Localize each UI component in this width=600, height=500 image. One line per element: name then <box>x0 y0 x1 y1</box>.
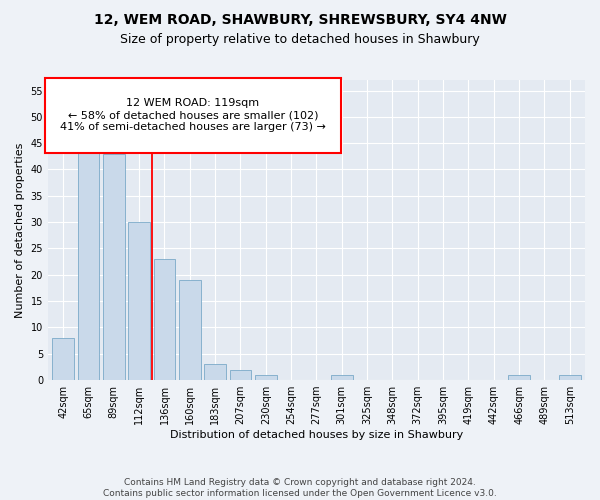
Bar <box>508 375 530 380</box>
Bar <box>559 375 581 380</box>
Bar <box>331 375 353 380</box>
Text: 41% of semi-detached houses are larger (73) →: 41% of semi-detached houses are larger (… <box>60 122 326 132</box>
Text: Contains HM Land Registry data © Crown copyright and database right 2024.
Contai: Contains HM Land Registry data © Crown c… <box>103 478 497 498</box>
Y-axis label: Number of detached properties: Number of detached properties <box>15 142 25 318</box>
Bar <box>255 375 277 380</box>
Bar <box>77 143 99 380</box>
Bar <box>179 280 200 380</box>
Bar <box>230 370 251 380</box>
Text: ← 58% of detached houses are smaller (102): ← 58% of detached houses are smaller (10… <box>68 110 318 120</box>
Bar <box>103 154 125 380</box>
Text: 12 WEM ROAD: 119sqm: 12 WEM ROAD: 119sqm <box>126 98 259 108</box>
Bar <box>128 222 150 380</box>
Bar <box>205 364 226 380</box>
X-axis label: Distribution of detached houses by size in Shawbury: Distribution of detached houses by size … <box>170 430 463 440</box>
Bar <box>154 259 175 380</box>
Text: Size of property relative to detached houses in Shawbury: Size of property relative to detached ho… <box>120 32 480 46</box>
Text: 12, WEM ROAD, SHAWBURY, SHREWSBURY, SY4 4NW: 12, WEM ROAD, SHAWBURY, SHREWSBURY, SY4 … <box>94 12 506 26</box>
Bar <box>52 338 74 380</box>
